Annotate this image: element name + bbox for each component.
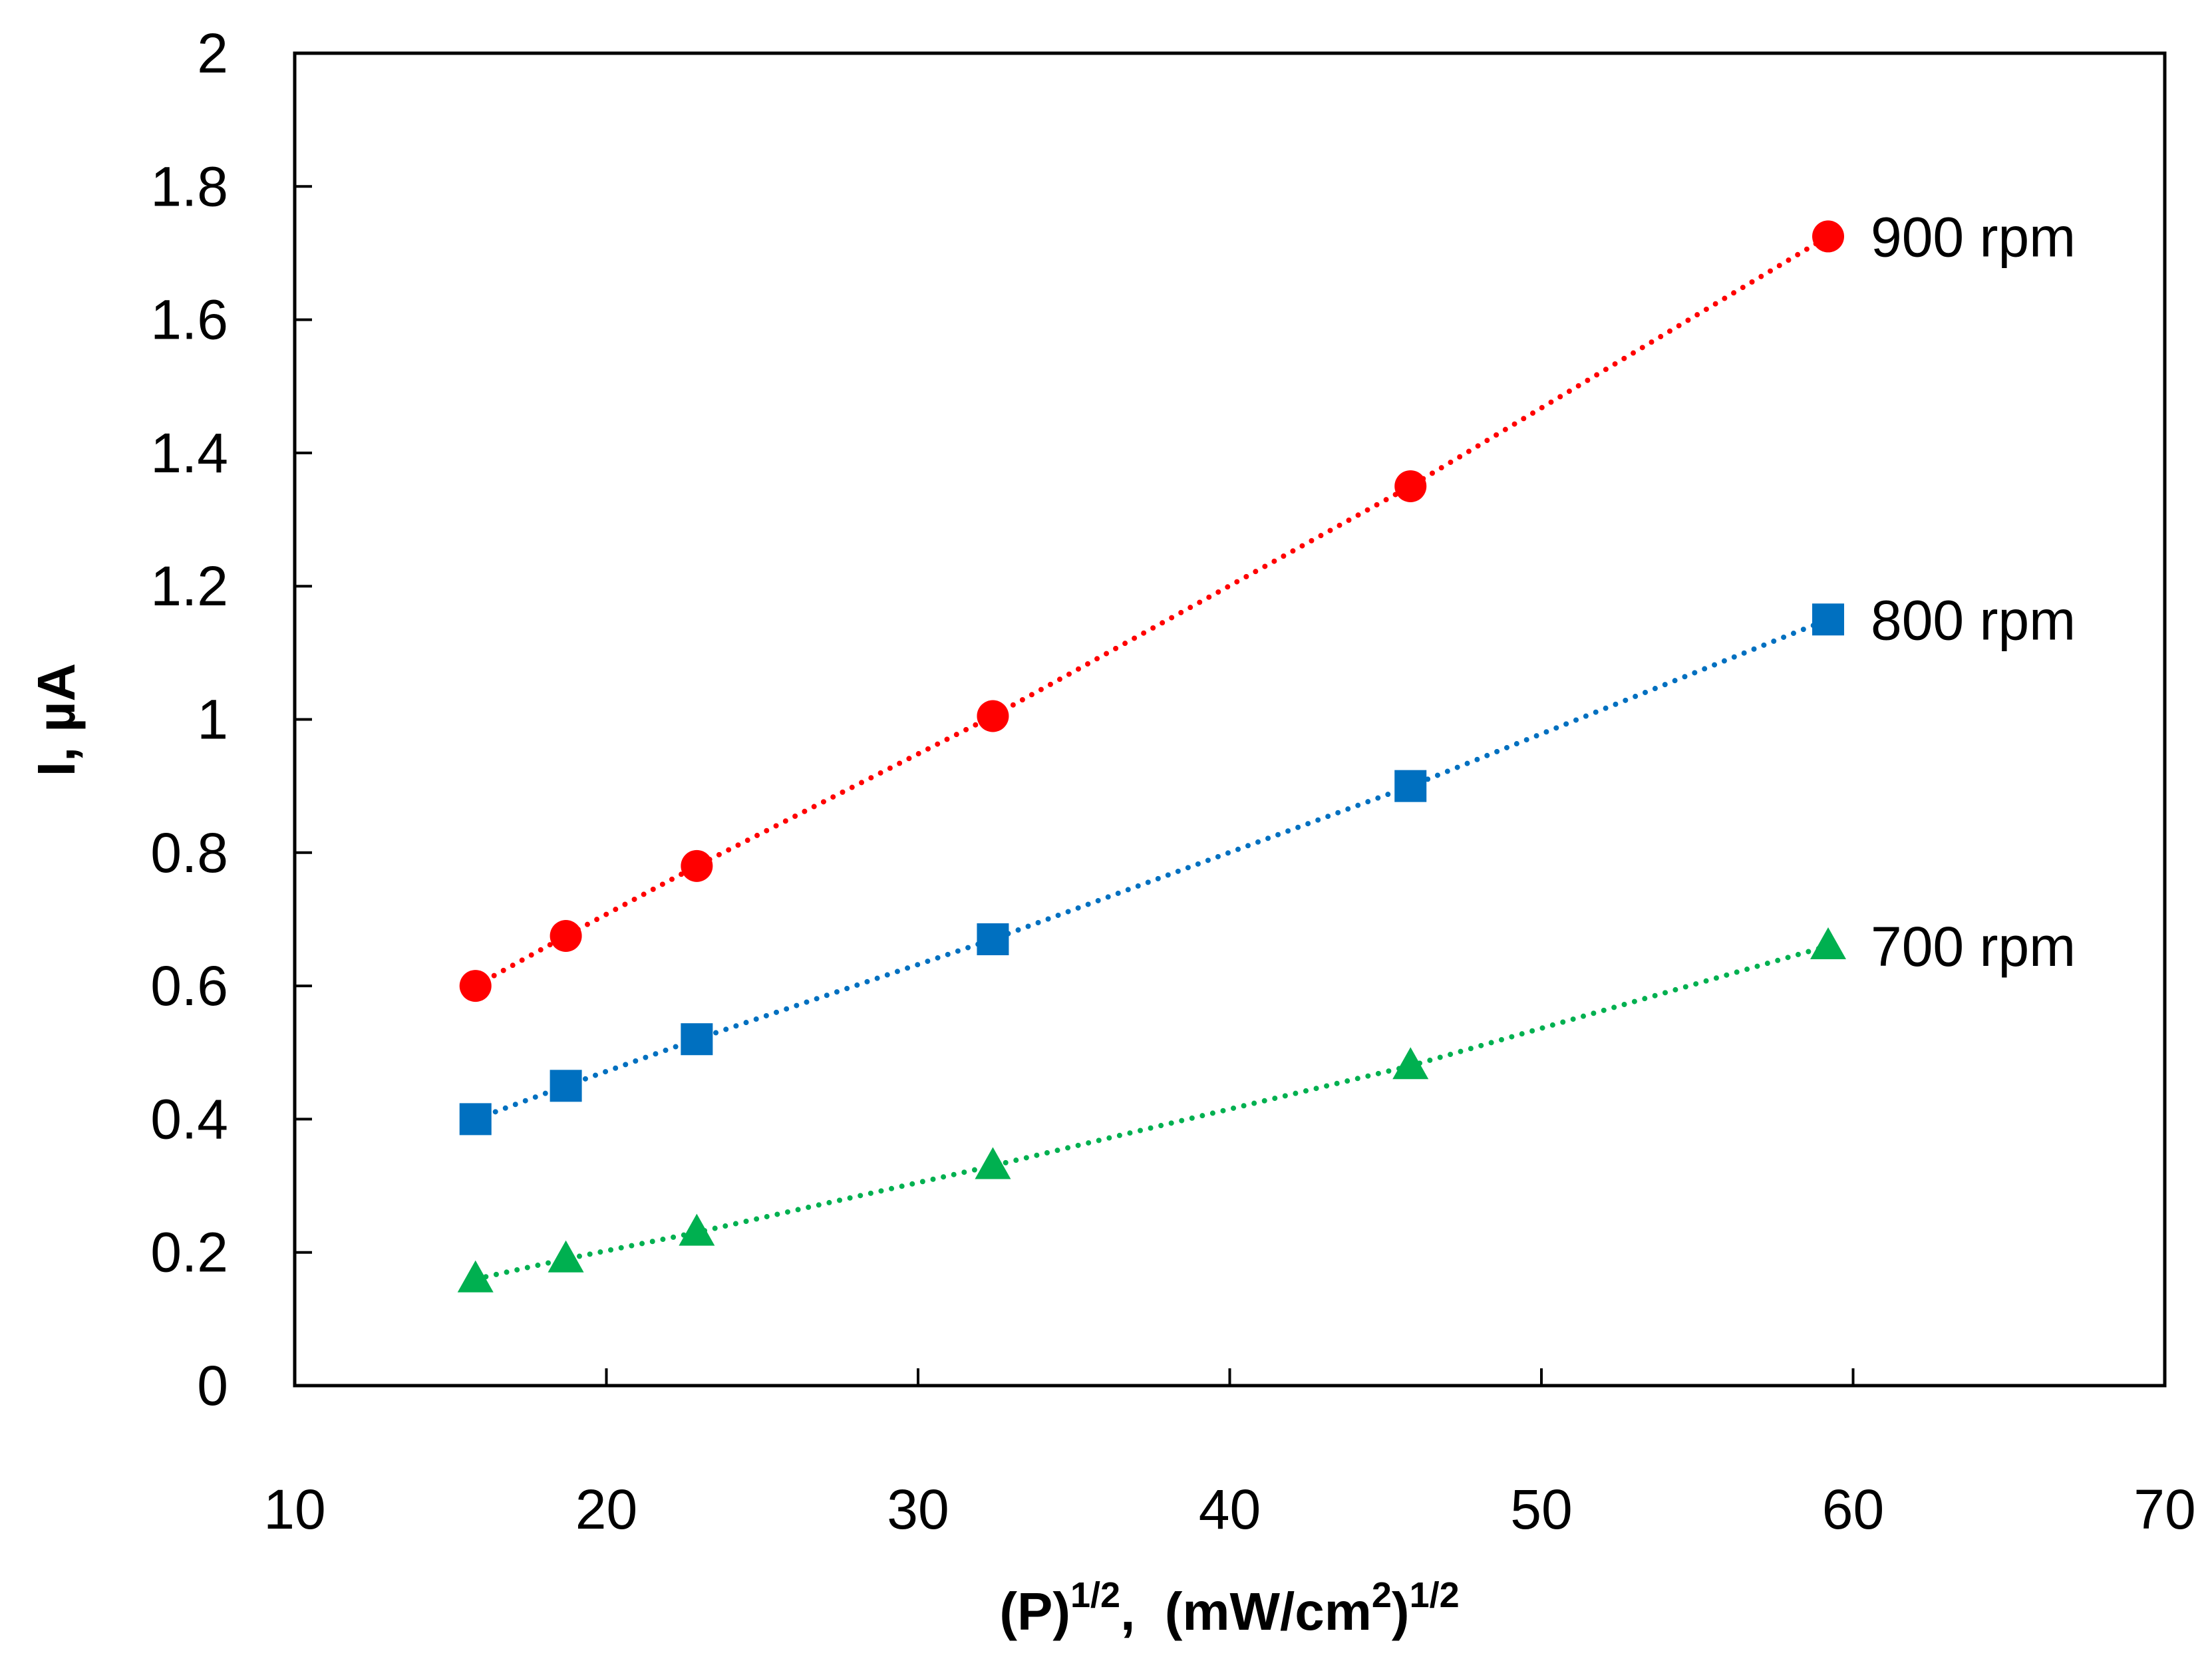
series-label-700-rpm: 700 rpm bbox=[1871, 915, 2076, 978]
data-point-800-rpm bbox=[681, 1023, 713, 1056]
data-point-700-rpm bbox=[548, 1240, 584, 1273]
series-800-rpm: 800 rpm bbox=[459, 589, 2076, 1136]
x-tick-label: 20 bbox=[575, 1478, 637, 1541]
series-label-800-rpm: 800 rpm bbox=[1871, 589, 2076, 651]
data-point-800-rpm bbox=[459, 1103, 492, 1136]
x-tick-label: 40 bbox=[1199, 1478, 1261, 1541]
data-point-800-rpm bbox=[1394, 770, 1427, 802]
x-axis-title-unit: , (mW/cm bbox=[1120, 1582, 1372, 1641]
y-tick-label: 0.2 bbox=[150, 1221, 228, 1284]
data-point-700-rpm bbox=[975, 1147, 1011, 1179]
x-axis-title-close: ) bbox=[1392, 1582, 1410, 1641]
x-tick-label: 50 bbox=[1510, 1478, 1572, 1541]
y-tick-label: 0.4 bbox=[150, 1088, 228, 1150]
data-point-800-rpm bbox=[550, 1070, 582, 1102]
y-tick-label: 0.8 bbox=[150, 822, 228, 884]
data-point-700-rpm bbox=[679, 1213, 715, 1246]
y-tick-label: 1.8 bbox=[150, 155, 228, 218]
y-tick-label: 1.4 bbox=[150, 422, 228, 484]
y-tick-label: 1 bbox=[197, 688, 228, 751]
y-axis-title: I, µA bbox=[27, 663, 86, 777]
data-point-900-rpm bbox=[550, 919, 582, 952]
x-tick-label: 70 bbox=[2133, 1478, 2195, 1541]
x-axis-title-base: (P) bbox=[999, 1582, 1070, 1641]
x-tick-label: 60 bbox=[1822, 1478, 1884, 1541]
x-axis-title-outer-exponent: 1/2 bbox=[1410, 1575, 1460, 1615]
data-point-900-rpm bbox=[681, 849, 713, 882]
data-point-900-rpm bbox=[459, 970, 492, 1002]
data-point-800-rpm bbox=[1812, 603, 1845, 636]
data-point-700-rpm bbox=[1392, 1047, 1429, 1080]
x-axis-title: (P)1/2, (mW/cm2)1/2 bbox=[999, 1575, 1459, 1641]
data-point-700-rpm bbox=[457, 1260, 494, 1292]
data-point-900-rpm bbox=[977, 700, 1009, 732]
series-700-rpm: 700 rpm bbox=[457, 915, 2076, 1292]
x-tick-label: 10 bbox=[263, 1478, 325, 1541]
y-tick-label: 0 bbox=[197, 1354, 228, 1417]
y-tick-label: 0.6 bbox=[150, 955, 228, 1017]
trendline-800-rpm bbox=[472, 617, 1831, 1122]
data-point-700-rpm bbox=[1810, 927, 1847, 960]
series-label-900-rpm: 900 rpm bbox=[1871, 206, 2076, 268]
y-tick-label: 2 bbox=[197, 22, 228, 84]
x-axis-title-unit-exponent: 2 bbox=[1372, 1575, 1392, 1615]
data-point-800-rpm bbox=[977, 923, 1009, 955]
series-900-rpm: 900 rpm bbox=[459, 206, 2076, 1002]
trendline-900-rpm bbox=[472, 233, 1831, 989]
axis-layer: 0 0.2 0.4 0.6 0.8 1 1.2 1.4 1.6 1.8 2 10 20 30 40 50 60 7… bbox=[150, 22, 2196, 1541]
trendline-700-rpm bbox=[472, 943, 1831, 1282]
x-axis-title-exponent: 1/2 bbox=[1070, 1575, 1120, 1615]
x-tick-label: 30 bbox=[887, 1478, 949, 1541]
series-layer: 900 rpm 800 rpm 700 rpm bbox=[457, 206, 2076, 1292]
data-point-900-rpm bbox=[1812, 220, 1845, 253]
data-point-900-rpm bbox=[1394, 470, 1427, 502]
y-tick-label: 1.6 bbox=[150, 289, 228, 351]
y-tick-label: 1.2 bbox=[150, 555, 228, 617]
